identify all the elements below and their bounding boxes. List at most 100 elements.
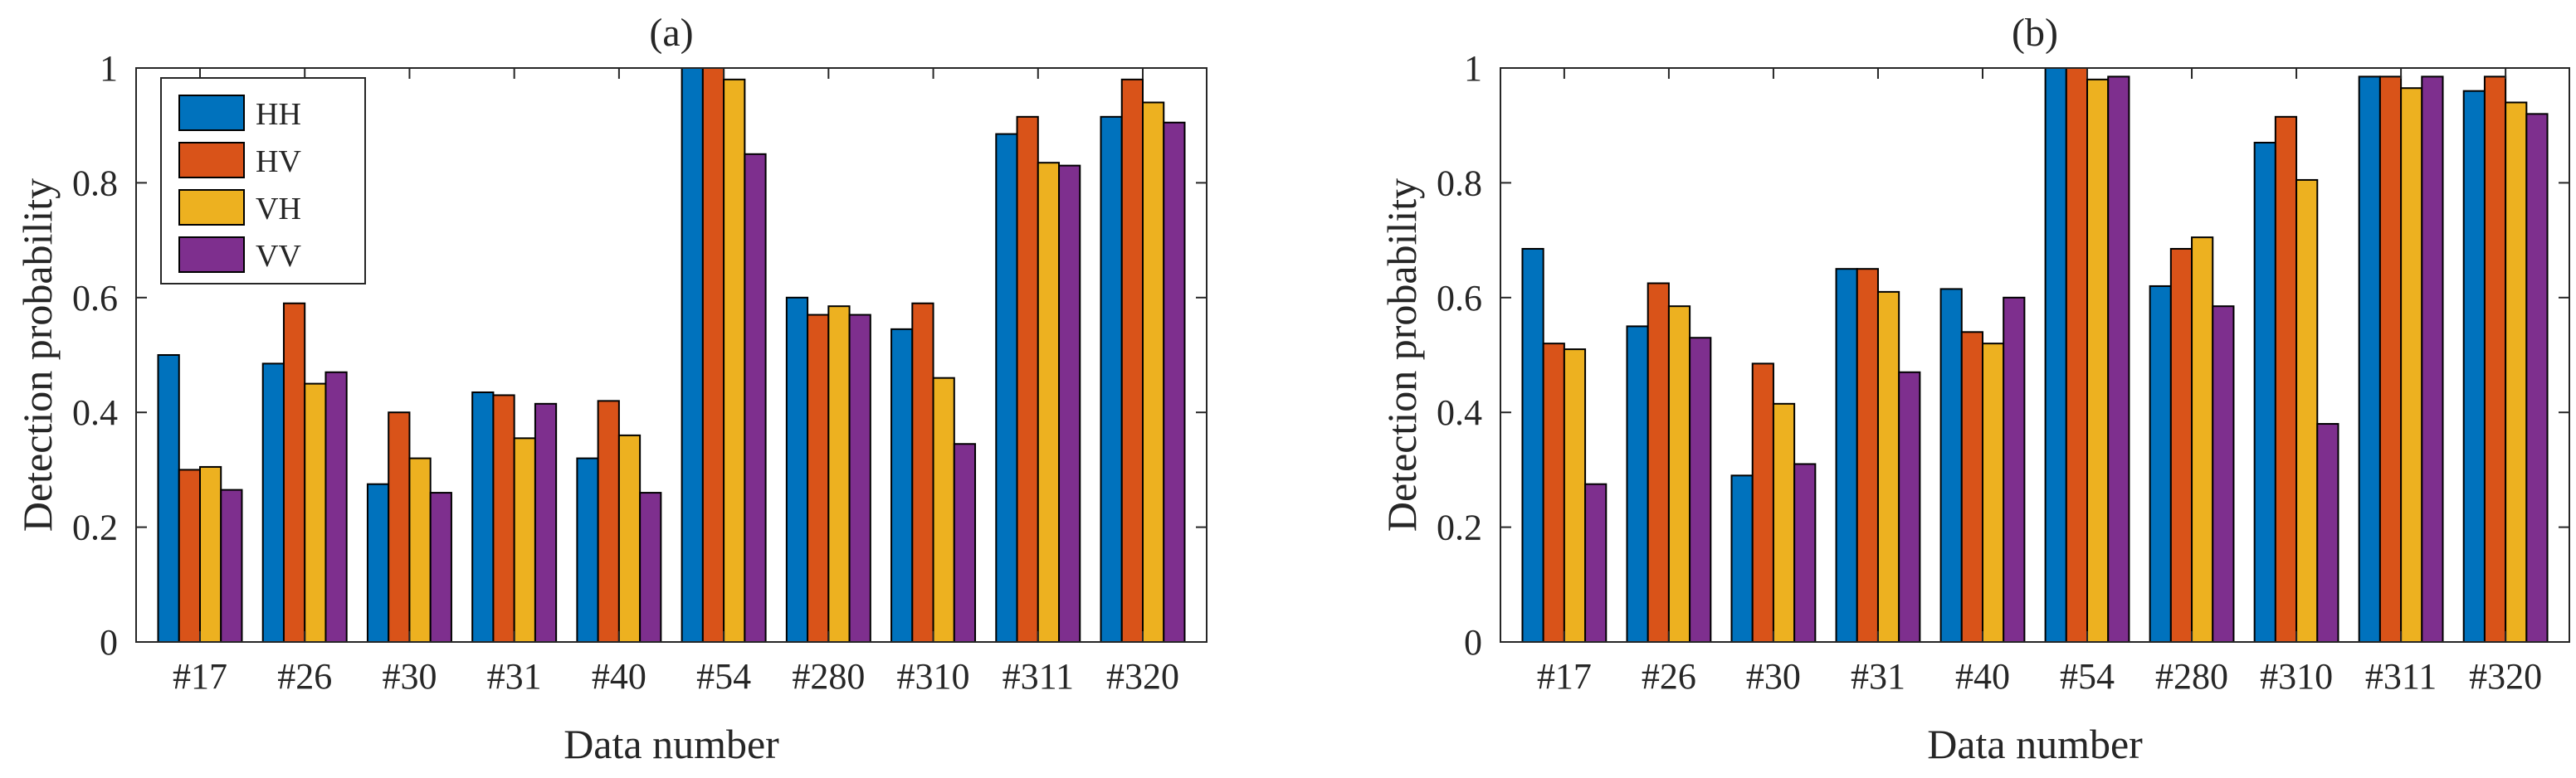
bar-a-vv-31	[534, 402, 558, 643]
bar-a-vh-280	[827, 305, 851, 643]
bar-b-vh-280	[2191, 236, 2214, 643]
ytick-label-b: 0.4	[1437, 392, 1482, 433]
legend-label-hv: HV	[256, 144, 301, 179]
bar-b-hh-280	[2149, 284, 2172, 643]
legend-label-vh: VH	[256, 192, 301, 226]
xtick-label-a: #40	[592, 656, 646, 697]
bar-a-vv-30	[429, 492, 452, 644]
bar-b-vv-40	[2003, 296, 2026, 643]
panel-b-title: (b)	[2012, 11, 2058, 55]
bar-a-hv-40	[597, 400, 620, 643]
xtick-label-a: #311	[1003, 656, 1074, 697]
bar-a-hv-280	[807, 314, 830, 643]
panel-b-xlabel: Data number	[1927, 721, 2143, 767]
panel-b-ticks: 0 0.2 0.4 0.6 0.8 1 #17 #26 #30 #31 #40 #54 #280 #310…	[1437, 48, 2569, 697]
bar-b-hh-40	[1939, 288, 1963, 643]
legend: HH HV VH VV	[160, 77, 366, 284]
bar-b-hv-26	[1647, 282, 1670, 643]
bar-a-hv-320	[1120, 78, 1144, 643]
bar-a-vh-311	[1037, 162, 1061, 643]
bar-b-vv-280	[2212, 305, 2235, 643]
bar-b-hh-30	[1730, 474, 1754, 643]
legend-label-vv: VV	[256, 239, 301, 274]
bar-a-hv-26	[282, 302, 306, 643]
bar-b-hv-280	[2169, 247, 2193, 643]
bar-a-hh-17	[157, 354, 180, 643]
xtick-label-a: #310	[897, 656, 970, 697]
bar-a-vv-280	[848, 314, 871, 643]
bar-a-hh-31	[471, 391, 495, 643]
bar-a-vv-320	[1163, 121, 1186, 644]
bar-b-hv-31	[1856, 268, 1879, 643]
panel-b-bars	[1521, 67, 2549, 644]
panel-a-title: (a)	[649, 11, 693, 55]
bar-b-vh-320	[2505, 101, 2528, 643]
bar-a-hv-54	[701, 67, 725, 643]
xtick-label-b: #17	[1537, 656, 1592, 697]
xtick-label-b: #320	[2469, 656, 2542, 697]
panel-a-bars	[157, 67, 1186, 644]
panel-b-axes-frame	[1500, 67, 2570, 643]
ytick-label-a: 0.8	[72, 163, 118, 203]
bar-b-hh-26	[1626, 325, 1649, 643]
bar-a-hv-310	[911, 302, 934, 643]
bar-b-vv-54	[2107, 75, 2130, 643]
xtick-label-a: #30	[382, 656, 437, 697]
panel-a-ticks: 0 0.2 0.4 0.6 0.8 1 #17 #26 #30 #31 #40 #54 #280 #310…	[72, 48, 1207, 697]
bar-a-vv-310	[953, 443, 977, 644]
bar-a-hh-311	[995, 133, 1018, 643]
xtick-label-a: #280	[792, 656, 865, 697]
bar-a-hv-31	[492, 394, 515, 643]
bar-b-hv-40	[1960, 331, 1983, 643]
bar-b-hh-17	[1521, 247, 1544, 643]
bar-b-vh-310	[2295, 178, 2319, 643]
bar-a-vh-17	[199, 465, 222, 643]
ytick-label-a: 1	[100, 48, 118, 89]
legend-swatch-hv	[178, 142, 245, 178]
bar-b-hh-54	[2044, 67, 2067, 643]
bar-b-hv-30	[1751, 362, 1774, 643]
bar-b-vv-31	[1898, 371, 1921, 643]
bar-a-vh-31	[513, 437, 536, 644]
xtick-label-a: #54	[696, 656, 751, 697]
xtick-label-b: #311	[2365, 656, 2437, 697]
ytick-label-b: 0.2	[1437, 508, 1482, 548]
bar-a-hv-30	[388, 411, 411, 643]
bar-b-hh-310	[2253, 141, 2276, 643]
legend-label-hh: HH	[256, 97, 301, 132]
ytick-label-a: 0.2	[72, 508, 118, 548]
bar-b-vh-17	[1563, 348, 1587, 643]
bar-b-vh-54	[2086, 78, 2110, 643]
panel-a-ylabel: Detection probability	[14, 178, 61, 532]
bar-a-hh-30	[366, 483, 390, 644]
bar-a-vv-311	[1058, 164, 1081, 643]
bar-a-hh-40	[576, 457, 599, 643]
ytick-label-b: 0.6	[1437, 278, 1482, 318]
bar-b-hh-320	[2462, 90, 2486, 644]
bar-b-hh-31	[1835, 268, 1858, 643]
bar-b-vv-320	[2525, 113, 2549, 644]
panel-a-axes-frame	[135, 67, 1208, 643]
xtick-label-a: #31	[487, 656, 542, 697]
xtick-label-b: #40	[1955, 656, 2010, 697]
legend-swatch-vh	[178, 189, 245, 226]
bar-b-vh-26	[1667, 305, 1691, 643]
xtick-label-b: #26	[1642, 656, 1696, 697]
bar-b-vv-311	[2421, 75, 2444, 643]
ytick-label-b: 1	[1464, 48, 1482, 89]
panel-a-xlabel: Data number	[564, 721, 779, 767]
bar-a-vh-26	[304, 382, 327, 643]
bar-b-hv-54	[2065, 67, 2089, 643]
bar-a-hh-310	[890, 328, 914, 643]
xtick-label-b: #31	[1851, 656, 1905, 697]
bar-a-vh-54	[723, 78, 746, 643]
bar-a-vh-30	[408, 457, 432, 643]
bar-b-hv-310	[2274, 115, 2298, 643]
bar-b-vv-30	[1793, 463, 1817, 643]
panel-a: (a) 0 0.2 0.4 0.6 0.8 1 #17 #26 #30 #31 #40 #54 #280…	[14, 11, 1208, 767]
bar-b-vh-30	[1772, 402, 1796, 643]
ytick-label-b: 0	[1464, 622, 1482, 663]
bar-b-vv-310	[2316, 423, 2339, 643]
xtick-label-b: #30	[1746, 656, 1801, 697]
bar-a-hh-280	[785, 296, 809, 643]
